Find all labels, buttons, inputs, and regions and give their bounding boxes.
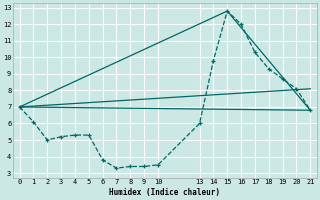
X-axis label: Humidex (Indice chaleur): Humidex (Indice chaleur) xyxy=(109,188,220,197)
